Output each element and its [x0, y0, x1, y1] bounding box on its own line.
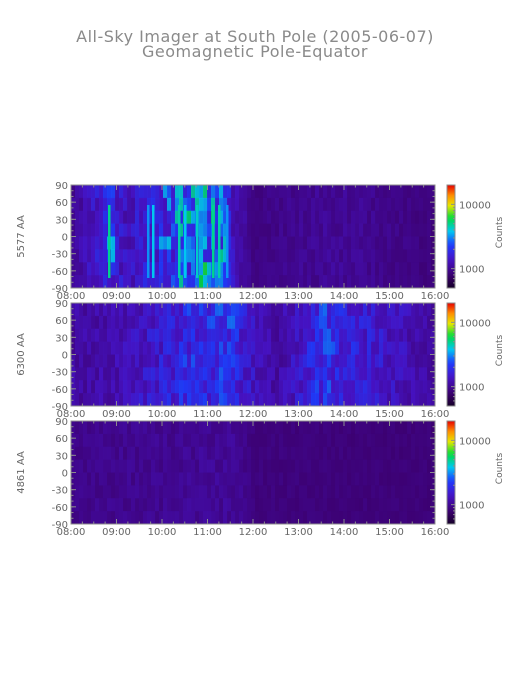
colorbar: 1000 10000 Counts: [446, 184, 505, 289]
y-tick-label: 60: [55, 434, 68, 445]
x-tick-label: 14:00: [330, 409, 359, 420]
y-tick-label: -30: [52, 250, 68, 261]
aurora-streak: [196, 205, 199, 278]
x-tick-label: 15:00: [375, 291, 404, 302]
x-tick-label: 12:00: [239, 409, 268, 420]
x-tick-label: 15:00: [375, 527, 404, 538]
aurora-streak: [178, 205, 181, 278]
x-tick-label: 09:00: [102, 409, 131, 420]
colorbar-frame: [446, 420, 456, 525]
x-tick-label: 08:00: [57, 527, 86, 538]
y-tick-label: 60: [55, 198, 68, 209]
colorbar: 1000 10000 Counts: [446, 302, 505, 407]
aurora-streak: [212, 205, 215, 278]
x-tick-label: 08:00: [57, 409, 86, 420]
colorbar-frame: [446, 302, 456, 407]
colorbar-gradient: [447, 185, 455, 288]
aurora-streak: [108, 205, 111, 278]
x-tick-label: 12:00: [239, 291, 268, 302]
chart-subtitle: Geomagnetic Pole-Equator: [142, 42, 368, 61]
panel-4861-aa: 90 60 30 0 -30 -60 -90 4861 AA 08:00 09:00 10:00 11…: [16, 417, 505, 538]
colorbar-gradient: [447, 303, 455, 406]
colorbar-tick-label: 10000: [459, 436, 491, 447]
colorbar-label: Counts: [495, 334, 505, 366]
colorbar-label: Counts: [495, 216, 505, 248]
x-tick-label: 10:00: [148, 291, 177, 302]
y-tick-label: -60: [52, 385, 68, 396]
y-axis-label: 4861 AA: [16, 451, 27, 494]
panel-6300-aa: 90 60 30 0 -30 -60 -90 6300 AA 08:00 09:00 10:00 11…: [16, 299, 505, 420]
colorbar-tick-label: 10000: [459, 200, 491, 211]
aurora-streak: [226, 205, 229, 278]
panel-5577-aa: 90 60 30 0 -30 -60 -90 5577 AA 08:00 09:00 10:00 11…: [16, 181, 505, 302]
x-tick-label: 12:00: [239, 527, 268, 538]
aurora-streak: [218, 205, 221, 278]
y-tick-label: -30: [52, 368, 68, 379]
x-tick-label: 09:00: [102, 527, 131, 538]
y-tick-label: -30: [52, 486, 68, 497]
x-tick-label: 11:00: [193, 409, 222, 420]
x-tick-label: 11:00: [193, 527, 222, 538]
x-tick-label: 10:00: [148, 527, 177, 538]
colorbar-tick-label: 1000: [459, 383, 484, 394]
x-tick-label: 16:00: [421, 527, 450, 538]
x-tick-label: 14:00: [330, 527, 359, 538]
y-tick-label: 0: [62, 469, 68, 480]
y-tick-label: -60: [52, 267, 68, 278]
y-tick-label: 30: [55, 333, 68, 344]
colorbar-frame: [446, 184, 456, 289]
y-tick-label: 90: [55, 299, 68, 310]
aurora-streak: [152, 205, 155, 278]
colorbar-label: Counts: [495, 452, 505, 484]
x-tick-label: 15:00: [375, 409, 404, 420]
x-tick-label: 14:00: [330, 291, 359, 302]
y-tick-label: 30: [55, 451, 68, 462]
y-axis-label: 5577 AA: [16, 215, 27, 258]
y-tick-label: -90: [52, 402, 68, 413]
colorbar-gradient: [447, 421, 455, 524]
y-tick-label: 90: [55, 417, 68, 428]
colorbar-tick-label: 10000: [459, 318, 491, 329]
y-tick-label: -90: [52, 284, 68, 295]
x-tick-label: 09:00: [102, 291, 131, 302]
aurora-streak: [184, 205, 187, 278]
x-tick-label: 10:00: [148, 409, 177, 420]
colorbar-tick-label: 1000: [459, 501, 484, 512]
x-tick-label: 16:00: [421, 291, 450, 302]
colorbar: 1000 10000 Counts: [446, 420, 505, 525]
y-tick-label: 0: [62, 233, 68, 244]
colorbar-tick-label: 1000: [459, 265, 484, 276]
y-tick-label: -90: [52, 520, 68, 531]
x-tick-label: 11:00: [193, 291, 222, 302]
x-tick-label: 13:00: [284, 527, 313, 538]
chart-title: All-Sky Imager at South Pole (2005-06-07…: [76, 27, 434, 46]
y-axis-label: 6300 AA: [16, 333, 27, 376]
x-tick-label: 16:00: [421, 409, 450, 420]
y-tick-label: 0: [62, 351, 68, 362]
y-tick-label: 60: [55, 316, 68, 327]
x-tick-label: 13:00: [284, 291, 313, 302]
x-tick-label: 08:00: [57, 291, 86, 302]
y-tick-label: -60: [52, 503, 68, 514]
y-tick-label: 90: [55, 181, 68, 192]
y-tick-label: 30: [55, 215, 68, 226]
x-tick-label: 13:00: [284, 409, 313, 420]
aurora-streak: [147, 205, 150, 278]
